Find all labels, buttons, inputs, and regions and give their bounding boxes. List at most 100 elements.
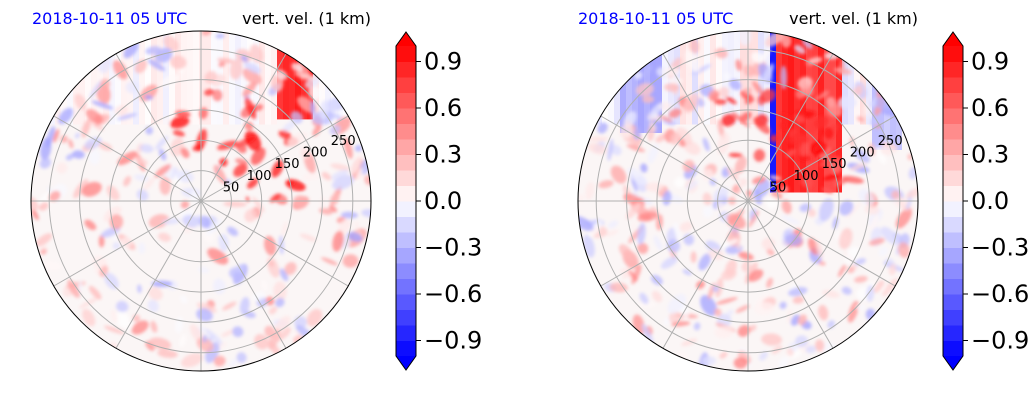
field-blob xyxy=(662,190,672,206)
field-blob xyxy=(779,121,788,130)
field-blob xyxy=(660,256,678,269)
field-blob xyxy=(103,206,122,222)
field-blob xyxy=(834,67,852,75)
stripe xyxy=(698,31,704,125)
stripe xyxy=(145,31,151,125)
field-blob xyxy=(641,323,654,345)
field-blob xyxy=(798,154,812,162)
field-blob xyxy=(715,297,738,305)
colorbar-swatch xyxy=(396,77,416,93)
stripe xyxy=(584,31,590,125)
stripe xyxy=(43,31,49,125)
field-blob xyxy=(809,56,823,64)
field-blob xyxy=(587,136,609,142)
field-blob xyxy=(878,246,889,257)
colorbar-extend-min xyxy=(396,356,416,370)
field-blob xyxy=(354,221,360,229)
field-blob xyxy=(719,351,728,359)
colorbar-swatch xyxy=(943,247,963,264)
field-blob xyxy=(123,41,139,59)
field-blob xyxy=(647,125,655,142)
field-blob xyxy=(275,69,288,80)
field-blob xyxy=(786,309,792,324)
field-blob xyxy=(227,226,239,237)
field-blob xyxy=(588,143,607,155)
stripe xyxy=(199,31,205,125)
field-blob xyxy=(48,190,61,202)
field-blob xyxy=(585,181,595,201)
stripe xyxy=(265,31,271,125)
stripe xyxy=(824,31,830,193)
field-blob xyxy=(668,108,682,118)
field-blob xyxy=(300,146,310,159)
field-blob xyxy=(759,351,768,361)
field-blob xyxy=(275,297,285,308)
field-blob xyxy=(347,231,363,242)
field-blob xyxy=(653,235,663,251)
field-blob xyxy=(331,169,349,180)
field-blob xyxy=(868,142,876,156)
field-blob xyxy=(196,302,217,313)
colorbar-tick-label: −0.6 xyxy=(424,280,482,308)
field-blob xyxy=(655,133,668,143)
field-blob xyxy=(882,278,898,297)
field-blob xyxy=(98,234,105,248)
field-blob xyxy=(264,235,277,256)
field-blob xyxy=(754,302,775,315)
field-blob xyxy=(145,126,154,135)
colorbar-swatch xyxy=(396,123,416,140)
field-blob xyxy=(244,62,261,74)
field-blob xyxy=(170,55,187,70)
field-blob xyxy=(748,324,757,332)
field-blob xyxy=(330,163,351,171)
field-blob xyxy=(154,47,173,63)
field-blob xyxy=(698,253,711,271)
field-blob xyxy=(247,178,259,189)
field-blob xyxy=(766,195,779,209)
field-blob xyxy=(720,113,737,127)
colorbar-outline xyxy=(395,31,417,371)
theta-gridline-30 xyxy=(747,115,896,202)
polar-frame-right xyxy=(577,30,919,372)
colorbar-tick-label: 0.0 xyxy=(971,187,1009,215)
field-blob xyxy=(647,143,659,164)
field-blob xyxy=(814,115,829,129)
field-blob xyxy=(320,196,326,210)
field-blob xyxy=(125,81,140,94)
field-blob xyxy=(73,179,89,199)
r-tick-label-50: 50 xyxy=(770,180,787,195)
field-blob xyxy=(790,314,801,326)
field-blob xyxy=(708,249,724,260)
field-blob xyxy=(149,337,172,350)
colorbar-swatch xyxy=(396,185,416,202)
field-blob xyxy=(682,269,692,276)
field-blob xyxy=(56,162,68,174)
field-blob xyxy=(875,146,887,165)
field-blob xyxy=(82,308,96,327)
field-blob xyxy=(761,237,776,250)
field-blob xyxy=(112,60,128,80)
field-blob xyxy=(147,59,166,71)
theta-gridline-60 xyxy=(747,53,834,202)
field-blob xyxy=(154,164,172,178)
stripe xyxy=(355,31,361,125)
colorbar-swatch xyxy=(396,263,416,279)
polar-plot-left: 2018-10-11 05 UTC vert. vel. (1 km) 50 10… xyxy=(30,9,372,372)
field-blob xyxy=(163,35,179,52)
field-blob xyxy=(123,176,131,187)
field-blob xyxy=(213,164,227,185)
field-blob xyxy=(626,144,645,152)
field-blob xyxy=(769,134,779,143)
field-blob xyxy=(761,333,782,346)
field-blob xyxy=(306,308,323,327)
colorbar-extend-max xyxy=(943,32,963,46)
field-blob xyxy=(841,286,852,295)
colorbar-swatch xyxy=(943,216,963,233)
colorbar-swatch xyxy=(943,294,963,310)
field-blob xyxy=(852,148,870,163)
field-blob xyxy=(605,229,619,237)
stripe xyxy=(860,31,866,125)
r-tick-label-250: 250 xyxy=(878,134,903,149)
field-blob xyxy=(81,181,102,197)
field-blob xyxy=(284,262,297,275)
